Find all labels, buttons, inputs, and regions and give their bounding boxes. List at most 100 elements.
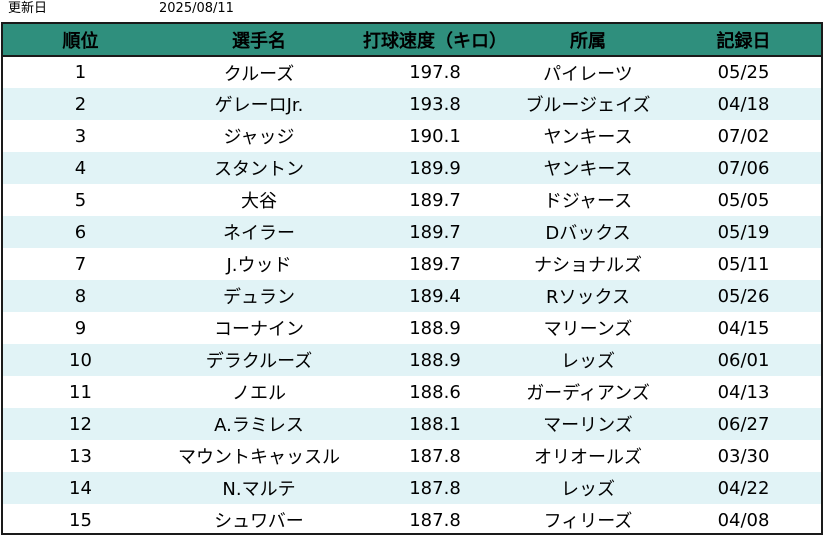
cell-team: ヤンキース bbox=[543, 127, 633, 148]
cell-speed: 188.9 bbox=[409, 349, 461, 371]
cell-date: 04/22 bbox=[717, 477, 770, 499]
cell-team: レッズ bbox=[561, 351, 615, 372]
cell-date: 04/18 bbox=[717, 93, 770, 115]
cell-player: N.マルテ bbox=[222, 479, 296, 500]
cell-date: 05/05 bbox=[717, 189, 770, 211]
cell-speed: 187.8 bbox=[409, 477, 461, 499]
cell-team: ガーディアンズ bbox=[526, 383, 650, 404]
cell-rank: 9 bbox=[74, 317, 87, 339]
cell-player: クルーズ bbox=[223, 63, 295, 85]
cell-player: ゲレーロJr. bbox=[214, 95, 304, 116]
cell-player: J.ウッド bbox=[226, 255, 292, 276]
cell-date: 03/30 bbox=[717, 445, 770, 467]
updated-date: 2025/08/11 bbox=[159, 1, 234, 16]
cell-date: 05/19 bbox=[717, 221, 770, 243]
cell-speed: 188.1 bbox=[409, 413, 461, 435]
cell-team: ナショナルズ bbox=[534, 255, 642, 276]
table-row: 15 シュワバー 187.8 フィリーズ 04/08 bbox=[3, 504, 821, 536]
cell-date: 04/15 bbox=[717, 317, 770, 339]
cell-player: ノエル bbox=[232, 383, 286, 404]
header-rank: 順位 bbox=[3, 24, 158, 57]
cell-team: ブルージェイズ bbox=[525, 95, 651, 116]
cell-speed: 189.7 bbox=[409, 253, 461, 275]
cell-player: マウントキャッスル bbox=[178, 447, 340, 468]
cell-team: ドジャース bbox=[543, 191, 633, 212]
header-speed: 打球速度（キロ） bbox=[360, 24, 510, 57]
cell-rank: 4 bbox=[74, 157, 87, 179]
cell-rank: 15 bbox=[69, 509, 92, 531]
table-row: 5 大谷 189.7 ドジャース 05/05 bbox=[3, 184, 821, 216]
ranking-table-container: 順位 選手名 打球速度（キロ） 所属 記録日 1 クルーズ 197.8 パイレーツ 05… bbox=[1, 22, 823, 535]
header-date: 記録日 bbox=[666, 24, 821, 57]
table-row: 9 コーナイン 188.9 マリーンズ 04/15 bbox=[3, 312, 821, 344]
cell-date: 05/25 bbox=[717, 62, 770, 83]
cell-speed: 189.7 bbox=[409, 189, 461, 211]
table-row: 13 マウントキャッスル 187.8 オリオールズ 03/30 bbox=[3, 440, 821, 472]
table-row: 14 N.マルテ 187.8 レッズ 04/22 bbox=[3, 472, 821, 504]
updated-label: 更新日 bbox=[8, 1, 48, 16]
cell-speed: 187.8 bbox=[409, 509, 461, 531]
cell-speed: 189.7 bbox=[409, 221, 461, 243]
table-row: 3 ジャッジ 190.1 ヤンキース 07/02 bbox=[3, 120, 821, 152]
cell-rank: 1 bbox=[74, 62, 87, 83]
cell-rank: 12 bbox=[69, 413, 92, 435]
table-row: 6 ネイラー 189.7 Dバックス 05/19 bbox=[3, 216, 821, 248]
cell-rank: 6 bbox=[74, 221, 87, 243]
cell-date: 04/13 bbox=[717, 381, 770, 403]
header-player: 選手名 bbox=[158, 24, 360, 57]
table-body: 1 クルーズ 197.8 パイレーツ 05/25 2 ゲレーロJr. 193.8 ブルージェイズ… bbox=[3, 56, 821, 536]
table-row: 12 A.ラミレス 188.1 マーリンズ 06/27 bbox=[3, 408, 821, 440]
cell-player: ネイラー bbox=[223, 223, 295, 244]
table-row: 4 スタントン 189.9 ヤンキース 07/06 bbox=[3, 152, 821, 184]
meta-row: 更新日 2025/08/11 bbox=[0, 0, 826, 22]
table-row: 2 ゲレーロJr. 193.8 ブルージェイズ 04/18 bbox=[3, 88, 821, 120]
table-row: 7 J.ウッド 189.7 ナショナルズ 05/11 bbox=[3, 248, 821, 280]
cell-speed: 197.8 bbox=[409, 62, 461, 83]
table-row: 11 ノエル 188.6 ガーディアンズ 04/13 bbox=[3, 376, 821, 408]
cell-rank: 11 bbox=[69, 381, 92, 403]
cell-speed: 189.9 bbox=[409, 157, 461, 179]
cell-date: 07/06 bbox=[717, 157, 770, 179]
cell-date: 07/02 bbox=[717, 125, 770, 147]
table-row: 1 クルーズ 197.8 パイレーツ 05/25 bbox=[3, 56, 821, 88]
cell-team: マーリンズ bbox=[543, 415, 633, 436]
cell-team: パイレーツ bbox=[543, 63, 633, 85]
cell-speed: 193.8 bbox=[409, 93, 461, 115]
cell-speed: 190.1 bbox=[409, 125, 461, 147]
cell-rank: 2 bbox=[74, 93, 87, 115]
cell-rank: 13 bbox=[69, 445, 92, 467]
header-team: 所属 bbox=[510, 24, 666, 57]
cell-date: 06/27 bbox=[717, 413, 770, 435]
cell-date: 04/08 bbox=[717, 509, 770, 531]
cell-rank: 8 bbox=[74, 285, 87, 307]
header-row: 順位 選手名 打球速度（キロ） 所属 記録日 bbox=[3, 24, 821, 57]
cell-team: Dバックス bbox=[545, 223, 631, 244]
cell-player: スタントン bbox=[214, 159, 304, 180]
cell-player: コーナイン bbox=[214, 319, 304, 340]
table-header: 順位 選手名 打球速度（キロ） 所属 記録日 bbox=[3, 24, 821, 57]
cell-rank: 14 bbox=[69, 477, 92, 499]
cell-speed: 187.8 bbox=[409, 445, 461, 467]
cell-player: デラクルーズ bbox=[205, 351, 313, 372]
cell-speed: 188.6 bbox=[409, 381, 461, 403]
cell-player: ジャッジ bbox=[223, 127, 295, 148]
cell-player: デュラン bbox=[223, 287, 295, 308]
cell-date: 05/11 bbox=[717, 253, 770, 275]
cell-team: ヤンキース bbox=[543, 159, 633, 180]
cell-team: Rソックス bbox=[546, 287, 630, 308]
cell-player: 大谷 bbox=[241, 191, 277, 212]
cell-team: オリオールズ bbox=[534, 447, 642, 468]
ranking-table: 順位 選手名 打球速度（キロ） 所属 記録日 1 クルーズ 197.8 パイレーツ 05… bbox=[3, 24, 821, 536]
cell-speed: 188.9 bbox=[409, 317, 461, 339]
cell-rank: 5 bbox=[74, 189, 87, 211]
cell-player: A.ラミレス bbox=[214, 415, 304, 436]
cell-player: シュワバー bbox=[214, 511, 304, 532]
table-row: 10 デラクルーズ 188.9 レッズ 06/01 bbox=[3, 344, 821, 376]
cell-speed: 189.4 bbox=[409, 285, 461, 307]
cell-team: レッズ bbox=[561, 479, 615, 500]
table-row: 8 デュラン 189.4 Rソックス 05/26 bbox=[3, 280, 821, 312]
cell-rank: 10 bbox=[69, 349, 92, 371]
cell-date: 05/26 bbox=[717, 285, 770, 307]
cell-team: フィリーズ bbox=[543, 511, 633, 532]
cell-date: 06/01 bbox=[717, 349, 770, 371]
